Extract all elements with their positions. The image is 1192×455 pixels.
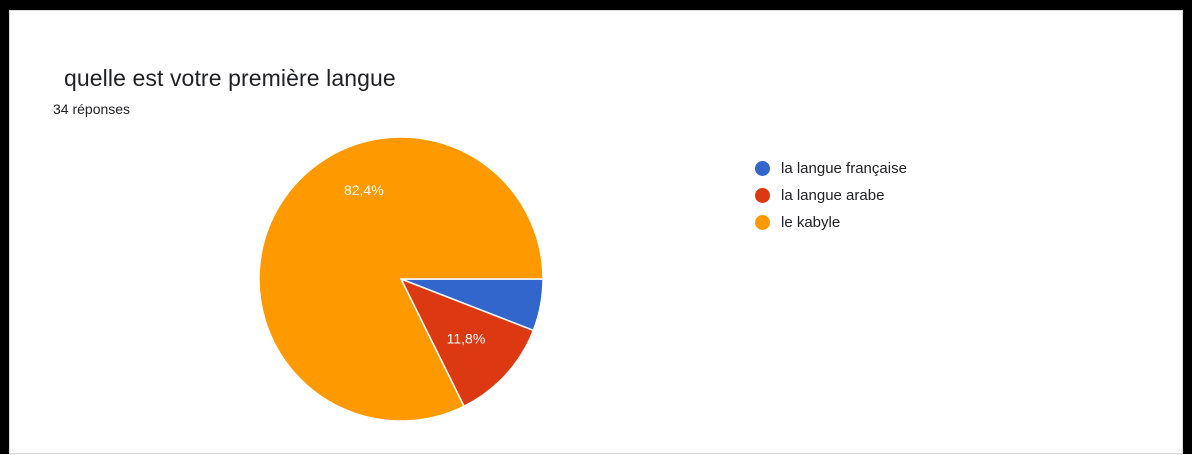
chart-title: quelle est votre première langue bbox=[64, 65, 396, 91]
slice-label-2: 82,4% bbox=[344, 182, 384, 198]
legend-swatch-0 bbox=[755, 161, 770, 176]
legend-label-0: la langue française bbox=[781, 160, 907, 177]
legend-label-1: la langue arabe bbox=[781, 187, 885, 204]
pie-slice-1 bbox=[399, 277, 535, 408]
legend-item-1: la langue arabe bbox=[755, 182, 907, 209]
legend-item-2: le kabyle bbox=[755, 209, 907, 236]
chart-legend: la langue française la langue arabe le kab… bbox=[755, 155, 907, 236]
response-count: 34 réponses bbox=[53, 101, 131, 117]
chart-card: quelle est votre première langue 34 répo… bbox=[9, 10, 1183, 454]
slice-label-1: 11,8% bbox=[447, 330, 486, 346]
legend-swatch-1 bbox=[755, 188, 770, 203]
pie-chart: 11,8% 82,4% bbox=[258, 136, 544, 422]
legend-swatch-2 bbox=[755, 215, 770, 230]
pie-slice-2 bbox=[258, 136, 544, 422]
legend-item-0: la langue française bbox=[755, 155, 907, 182]
legend-label-2: le kabyle bbox=[781, 214, 841, 231]
